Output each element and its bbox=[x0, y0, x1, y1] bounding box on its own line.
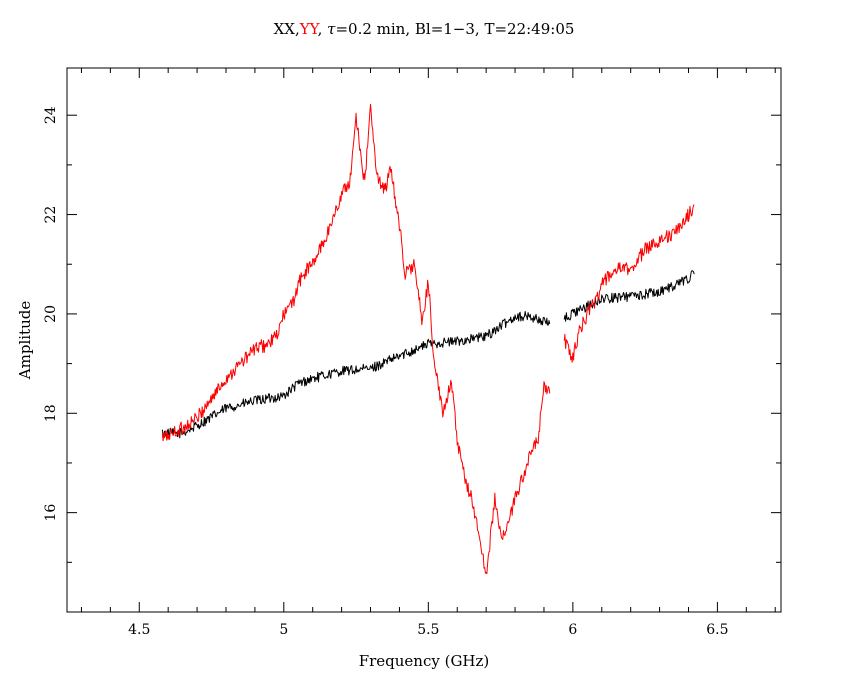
title-separator: , bbox=[318, 20, 328, 38]
series-line-xx-segment bbox=[161, 310, 551, 439]
plot-frame bbox=[66, 67, 782, 613]
x-tick-label: 5 bbox=[279, 622, 288, 638]
title-rest: =0.2 min, Bl=1−3, T=22:49:05 bbox=[335, 20, 574, 38]
axis-tick-labels: 4.5 5 5.5 6 6.5 16 18 20 22 24 bbox=[43, 106, 729, 638]
x-tick-label: 4.5 bbox=[128, 622, 150, 638]
y-axis-label: Amplitude bbox=[16, 301, 34, 381]
series-group bbox=[161, 103, 695, 575]
series-yy bbox=[161, 103, 695, 575]
x-tick-label: 6 bbox=[568, 622, 577, 638]
axis-ticks bbox=[67, 68, 781, 613]
series-line-yy-segment bbox=[161, 103, 551, 575]
title-xx: XX, bbox=[274, 20, 300, 38]
y-tick-label: 24 bbox=[43, 106, 59, 124]
series-xx bbox=[161, 270, 695, 439]
title-yy: YY bbox=[299, 20, 321, 38]
series-line-yy-segment bbox=[563, 204, 695, 363]
y-tick-label: 20 bbox=[43, 305, 59, 323]
x-tick-label: 5.5 bbox=[417, 622, 439, 638]
y-tick-label: 22 bbox=[43, 206, 59, 224]
series-line-xx-segment bbox=[563, 270, 695, 322]
x-tick-label: 6.5 bbox=[706, 622, 728, 638]
chart-title: XX,YY, τ=0.2 min, Bl=1−3, T=22:49:05 bbox=[274, 20, 575, 38]
title-tau: τ bbox=[327, 20, 336, 38]
x-axis-label: Frequency (GHz) bbox=[359, 652, 490, 670]
y-tick-label: 18 bbox=[43, 404, 59, 422]
y-tick-label: 16 bbox=[43, 504, 59, 522]
